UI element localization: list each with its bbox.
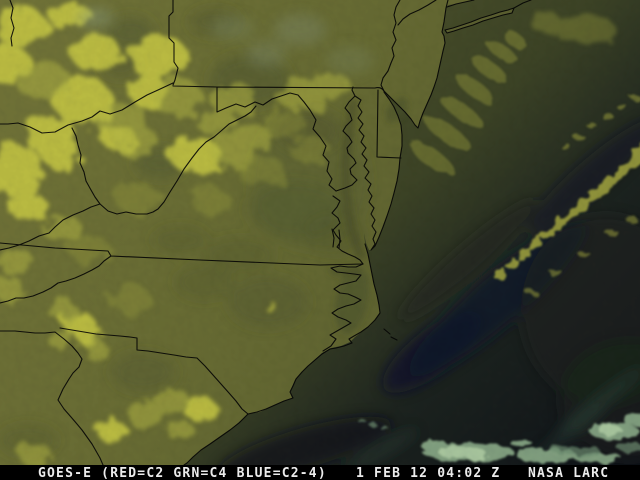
coast-delmarva-chesapeake [331, 86, 403, 265]
coast-northeast [380, 0, 532, 129]
satellite-map [0, 0, 640, 465]
grain-overlay [0, 0, 640, 465]
long-island [444, 7, 515, 34]
river-topleft [9, 0, 15, 47]
borders-south [0, 327, 249, 465]
coast-carolinas [183, 228, 398, 465]
datetime-label: 1 FEB 12 04:02 Z [356, 466, 501, 480]
borders-central [0, 105, 364, 304]
credit-label: NASA LARC [528, 466, 610, 480]
map-boundaries [0, 0, 532, 465]
status-bar: GOES-E (RED=C2 GRN=C4 BLUE=C2-4) 1 FEB 1… [0, 465, 640, 480]
borders-north [0, 0, 402, 192]
product-label: GOES-E (RED=C2 GRN=C4 BLUE=C2-4) [38, 466, 327, 480]
